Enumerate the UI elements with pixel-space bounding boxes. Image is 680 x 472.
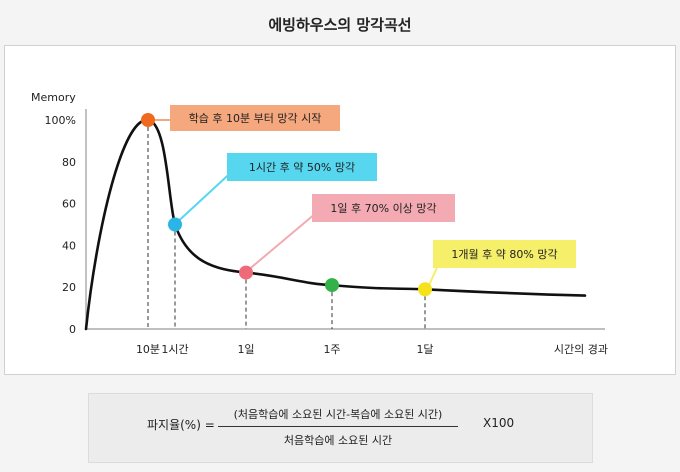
callout-box (170, 105, 340, 131)
y-tick-label: 20 (62, 281, 76, 294)
forgetting-curve-chart: Memory 0 20 40 60 80 100% 10분 1시간 1일 1주 1달 시간의 경과 학습 … (31, 91, 608, 356)
formula-numerator: (처음학습에 소요된 시간-복습에 소요된 시간) (233, 408, 443, 421)
chart-title: 에빙하우스의 망각곡선 (268, 16, 412, 34)
formula-denominator: 처음학습에 소요된 시간 (283, 434, 393, 447)
forgetting-curve (84, 118, 587, 331)
y-tick-label: 100% (45, 114, 76, 127)
data-point (325, 278, 339, 293)
y-axis-label: Memory (31, 91, 76, 104)
callout-box (312, 194, 455, 222)
data-point (418, 282, 432, 297)
x-tick-label: 10분 (136, 343, 160, 356)
y-tick-label: 40 (62, 239, 76, 252)
callout-box (433, 240, 576, 268)
y-tick-label: 80 (62, 156, 76, 169)
callout-label: 학습 후 10분 부터 망각 시작 (189, 112, 322, 125)
formula-label: 파지율(%) = (147, 418, 215, 432)
y-tick-label: 0 (69, 323, 76, 336)
callout-box (227, 153, 377, 181)
callout-label: 1개월 후 약 80% 망각 (451, 247, 557, 261)
formula-multiplier: X100 (483, 416, 515, 430)
callout-connector (249, 207, 323, 270)
x-tick-label: 1주 (323, 343, 340, 356)
fraction-bar (218, 426, 458, 427)
callout-label: 1시간 후 약 50% 망각 (249, 160, 355, 174)
data-point (141, 113, 155, 127)
callout-label: 1일 후 70% 이상 망각 (330, 201, 436, 215)
x-tick-label: 1달 (416, 343, 433, 356)
chart-panel: Memory 0 20 40 60 80 100% 10분 1시간 1일 1주 1달 시간의 경과 학습 … (4, 45, 676, 375)
retention-formula: 파지율(%) = (처음학습에 소요된 시간-복습에 소요된 시간) 처음학습에… (88, 393, 593, 463)
x-tick-label: 1일 (237, 342, 254, 356)
x-axis-label: 시간의 경과 (554, 343, 608, 356)
x-tick-label: 1시간 (161, 343, 188, 356)
data-point (168, 217, 182, 232)
data-point (239, 265, 253, 280)
y-tick-label: 60 (62, 198, 76, 211)
